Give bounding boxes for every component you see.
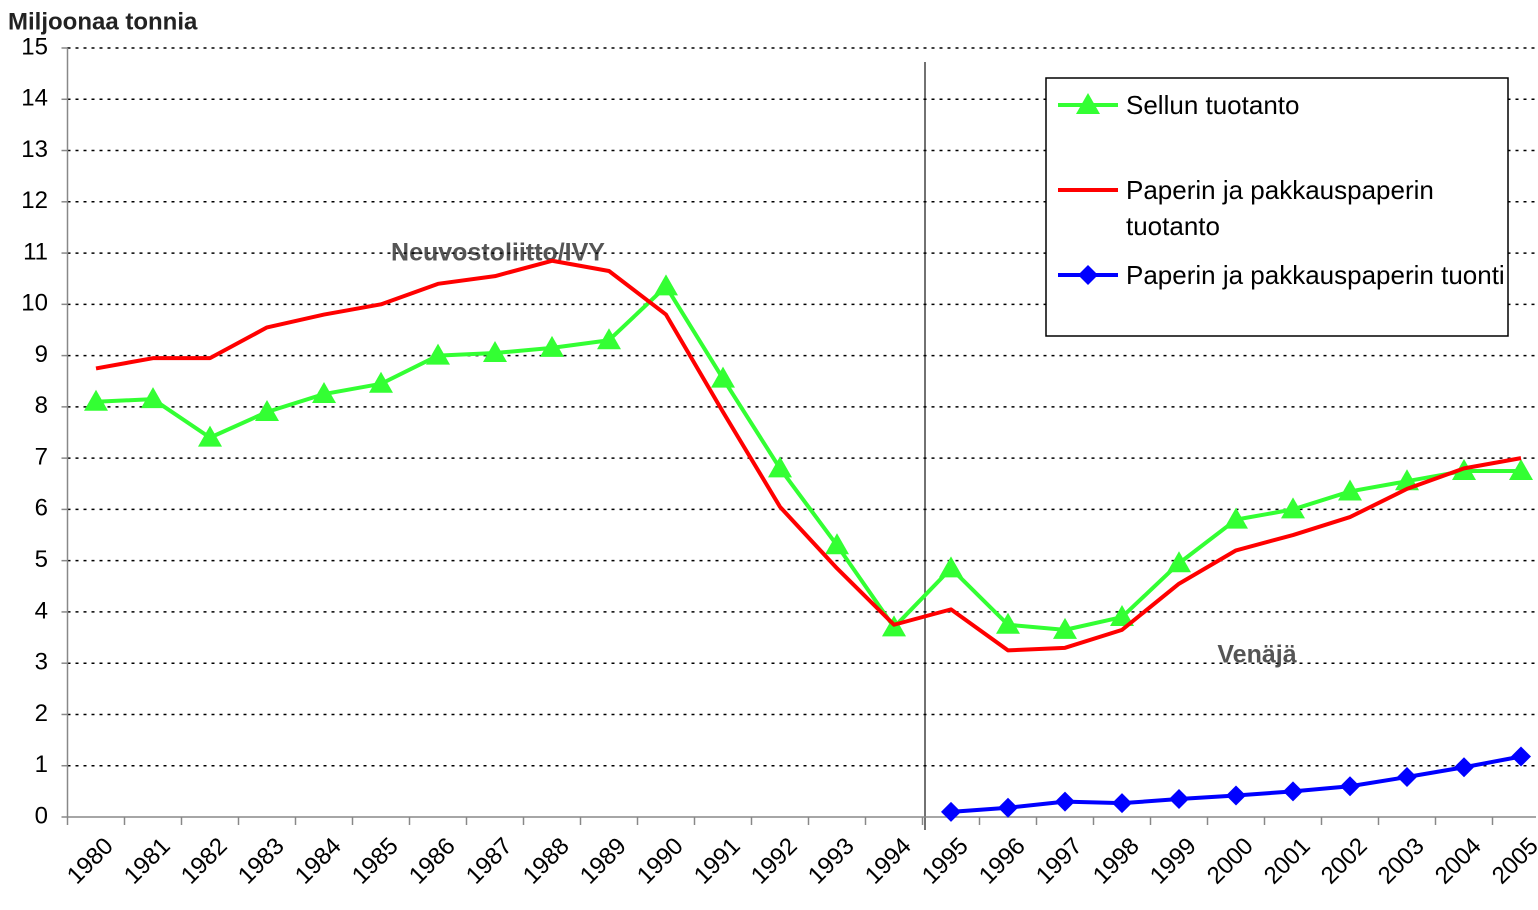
legend-marker <box>1078 265 1098 285</box>
x-tick-label: 1989 <box>575 833 632 890</box>
legend-marker <box>1076 93 1100 114</box>
y-tick-label: 5 <box>35 546 48 573</box>
legend-label: Paperin ja pakkauspaperin tuonti <box>1126 260 1505 290</box>
x-tick-label: 2003 <box>1373 833 1430 890</box>
data-point <box>711 366 735 388</box>
y-tick-label: 6 <box>35 495 48 522</box>
y-tick-label: 10 <box>21 290 48 317</box>
y-tick-label: 2 <box>35 700 48 727</box>
data-point <box>483 341 507 363</box>
data-point <box>597 328 621 350</box>
data-point <box>1509 458 1533 480</box>
data-point <box>540 335 564 357</box>
data-point <box>825 533 849 555</box>
data-point <box>939 556 963 578</box>
annotation: Venäjä <box>1217 641 1296 669</box>
data-point <box>1053 617 1077 639</box>
x-tick-label: 1994 <box>860 833 917 890</box>
y-tick-label: 11 <box>23 238 48 265</box>
x-tick-label: 1980 <box>62 833 119 890</box>
y-tick-label: 3 <box>35 649 48 676</box>
series-line <box>95 258 1522 653</box>
data-point <box>84 389 108 411</box>
data-point <box>1055 791 1075 812</box>
data-point <box>369 371 393 393</box>
y-tick-label: 0 <box>35 802 48 829</box>
data-point <box>1281 497 1305 519</box>
x-tick-label: 1991 <box>689 833 746 890</box>
data-point <box>998 797 1018 818</box>
x-tick-label: 1984 <box>290 833 347 890</box>
y-axis-label: Miljoonaa tonnia <box>8 8 198 35</box>
x-tick-label: 1995 <box>917 833 974 890</box>
y-tick-label: 1 <box>35 751 48 778</box>
y-tick-label: 7 <box>35 443 48 470</box>
data-point <box>1112 793 1132 814</box>
data-point <box>1340 776 1360 797</box>
x-tick-label: 2005 <box>1487 833 1538 890</box>
x-tick-label: 1985 <box>347 833 404 890</box>
x-tick-label: 1983 <box>233 833 290 890</box>
data-point <box>1283 781 1303 802</box>
y-tick-label: 14 <box>21 85 48 112</box>
data-point <box>1397 767 1417 788</box>
data-point <box>141 387 165 409</box>
x-tick-label: 1987 <box>461 833 518 890</box>
y-tick-label: 13 <box>21 136 48 163</box>
data-point <box>1169 789 1189 810</box>
x-tick-label: 2002 <box>1316 833 1373 890</box>
data-point <box>426 343 450 365</box>
x-tick-label: 1990 <box>632 833 689 890</box>
data-point <box>1110 605 1134 627</box>
x-tick-label: 1998 <box>1088 833 1145 890</box>
x-tick-label: 1981 <box>119 833 176 890</box>
data-point <box>198 425 222 447</box>
data-point <box>1224 507 1248 529</box>
x-tick-label: 1997 <box>1031 833 1088 890</box>
x-tick-label: 1986 <box>404 833 461 890</box>
y-tick-label: 12 <box>21 187 48 214</box>
legend-box <box>1045 77 1509 337</box>
legend-label: Paperin ja pakkauspaperin tuotanto <box>1126 175 1434 241</box>
legend-label: Sellun tuotanto <box>1126 90 1300 120</box>
x-tick-label: 1993 <box>803 833 860 890</box>
x-tick-label: 1999 <box>1145 833 1202 890</box>
data-point <box>654 274 678 296</box>
x-tick-label: 2000 <box>1202 833 1259 890</box>
y-tick-label: 9 <box>35 341 48 368</box>
data-point <box>996 612 1020 634</box>
data-point <box>255 399 279 421</box>
data-point <box>768 456 792 478</box>
x-tick-label: 2004 <box>1430 833 1487 890</box>
data-point <box>312 382 336 404</box>
series-line <box>95 284 1521 632</box>
x-tick-label: 1992 <box>746 833 803 890</box>
x-tick-label: 2001 <box>1259 833 1316 890</box>
x-tick-label: 1988 <box>518 833 575 890</box>
x-tick-label: 1982 <box>176 833 233 890</box>
x-tick-label: 1996 <box>974 833 1031 890</box>
data-point <box>1226 785 1246 806</box>
y-tick-label: 15 <box>21 33 48 60</box>
data-point <box>1511 746 1531 767</box>
data-point <box>1338 479 1362 501</box>
y-tick-label: 4 <box>35 597 48 624</box>
y-tick-label: 8 <box>35 392 48 419</box>
data-point <box>1454 757 1474 778</box>
data-point <box>941 801 961 822</box>
data-point <box>1167 551 1191 573</box>
